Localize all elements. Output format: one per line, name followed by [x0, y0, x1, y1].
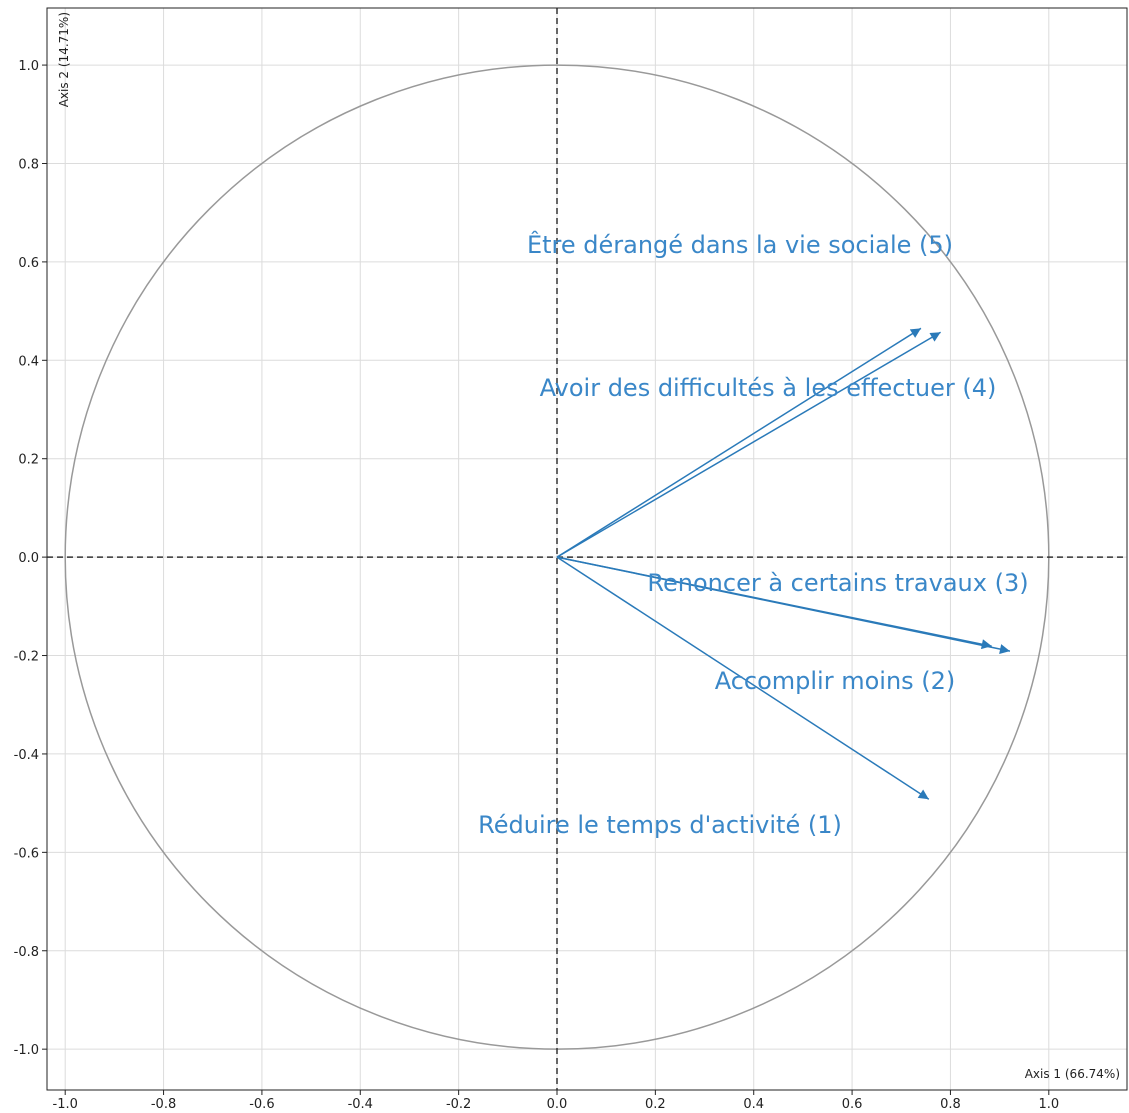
variable-label: Renoncer à certains travaux (3): [647, 569, 1028, 597]
y-tick-label: 0.0: [18, 551, 39, 566]
variable-label: Accomplir moins (2): [715, 667, 956, 695]
x-tick-label: 0.6: [842, 1097, 863, 1112]
y-tick-label: -0.4: [14, 748, 39, 763]
arrow: [556, 331, 941, 558]
x-tick-label: 1.0: [1038, 1097, 1059, 1112]
x-tick-label: -0.6: [249, 1097, 274, 1112]
y-tick-label: -0.6: [14, 846, 39, 861]
y-tick-label: 0.6: [18, 256, 39, 271]
x-tick-label: 0.4: [743, 1097, 764, 1112]
y-tick-label: 0.4: [18, 354, 39, 369]
arrow: [556, 556, 992, 650]
variable-label: Avoir des difficultés à les effectuer (4…: [540, 374, 997, 402]
x-tick-label: 0.2: [645, 1097, 666, 1112]
y-axis-title: Axis 2 (14.71%): [57, 12, 71, 107]
x-tick-label: 0.8: [940, 1097, 961, 1112]
x-tick-label: -1.0: [53, 1097, 78, 1112]
variable-label: Réduire le temps d'activité (1): [478, 811, 842, 839]
variable-label: Être dérangé dans la vie sociale (5): [527, 230, 953, 259]
y-tick-label: -1.0: [14, 1043, 39, 1058]
arrow: [556, 556, 930, 800]
y-tick-label: -0.2: [14, 650, 39, 665]
x-tick-label: 0.0: [547, 1097, 568, 1112]
y-tick-label: 0.8: [18, 157, 39, 172]
y-tick-label: 0.2: [18, 453, 39, 468]
x-axis-title: Axis 1 (66.74%): [1025, 1067, 1120, 1081]
plot-frame: [46, 7, 1128, 1091]
x-tick-label: -0.8: [151, 1097, 176, 1112]
x-tick-label: -0.4: [348, 1097, 373, 1112]
x-tick-label: -0.2: [446, 1097, 471, 1112]
y-tick-label: 1.0: [18, 59, 39, 74]
arrow: [556, 327, 922, 558]
y-tick-label: -0.8: [14, 945, 39, 960]
